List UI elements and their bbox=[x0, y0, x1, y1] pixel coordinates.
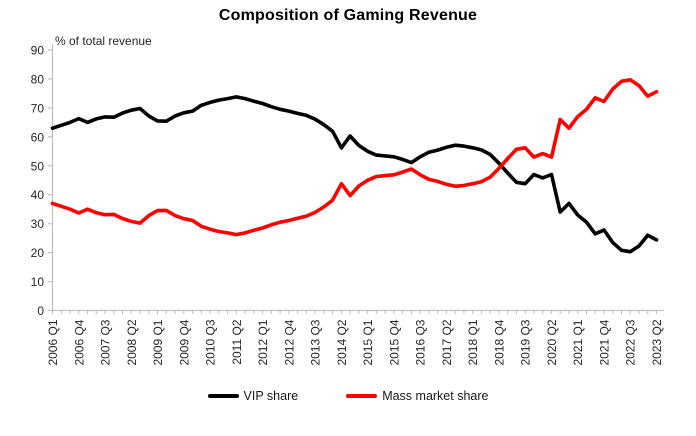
svg-text:2022 Q3: 2022 Q3 bbox=[624, 319, 638, 365]
svg-text:2021 Q4: 2021 Q4 bbox=[597, 319, 611, 365]
mass-market-share-line bbox=[50, 78, 659, 237]
svg-text:2017 Q2: 2017 Q2 bbox=[440, 319, 454, 365]
svg-text:2015 Q4: 2015 Q4 bbox=[387, 319, 401, 365]
svg-text:80: 80 bbox=[31, 72, 45, 86]
svg-text:2020 Q2: 2020 Q2 bbox=[545, 319, 559, 365]
svg-text:2018 Q1: 2018 Q1 bbox=[466, 319, 480, 365]
svg-text:2008 Q2: 2008 Q2 bbox=[125, 319, 139, 365]
svg-text:0: 0 bbox=[37, 304, 44, 318]
svg-text:2009 Q4: 2009 Q4 bbox=[177, 319, 191, 365]
svg-text:50: 50 bbox=[31, 159, 45, 173]
chart-legend: VIP share Mass market share bbox=[0, 389, 696, 403]
svg-text:2006 Q4: 2006 Q4 bbox=[72, 319, 86, 365]
svg-text:60: 60 bbox=[31, 130, 45, 144]
legend-item-vip-share: VIP share bbox=[207, 389, 299, 403]
svg-text:10: 10 bbox=[31, 275, 45, 289]
svg-text:2010 Q3: 2010 Q3 bbox=[204, 319, 218, 365]
chart-title: Composition of Gaming Revenue bbox=[218, 7, 478, 24]
svg-text:20: 20 bbox=[31, 246, 45, 260]
svg-text:2012 Q4: 2012 Q4 bbox=[282, 319, 296, 365]
y-axis-label: % of total revenue bbox=[55, 34, 152, 48]
svg-text:2023 Q2: 2023 Q2 bbox=[650, 319, 664, 365]
svg-text:70: 70 bbox=[31, 101, 45, 115]
svg-text:2012 Q1: 2012 Q1 bbox=[256, 319, 270, 365]
svg-text:2021 Q1: 2021 Q1 bbox=[571, 319, 585, 365]
vip-share-line bbox=[50, 95, 659, 254]
mass-market-line-sample bbox=[346, 394, 378, 398]
svg-text:2011 Q2: 2011 Q2 bbox=[230, 319, 244, 364]
svg-text:2007 Q3: 2007 Q3 bbox=[99, 319, 113, 365]
legend-label-vip-share: VIP share bbox=[243, 389, 299, 403]
svg-text:2015 Q1: 2015 Q1 bbox=[361, 319, 375, 365]
svg-text:40: 40 bbox=[31, 188, 45, 202]
svg-text:2016 Q3: 2016 Q3 bbox=[414, 319, 428, 365]
svg-text:2013 Q3: 2013 Q3 bbox=[309, 319, 323, 365]
legend-label-mass-market-share: Mass market share bbox=[382, 389, 489, 403]
svg-text:2018 Q4: 2018 Q4 bbox=[492, 319, 506, 365]
svg-text:2009 Q1: 2009 Q1 bbox=[151, 319, 165, 365]
legend-item-mass-market-share: Mass market share bbox=[346, 389, 488, 403]
svg-text:2019 Q3: 2019 Q3 bbox=[519, 319, 533, 365]
svg-text:90: 90 bbox=[31, 44, 45, 58]
svg-text:2014 Q2: 2014 Q2 bbox=[335, 319, 349, 365]
svg-text:2006 Q1: 2006 Q1 bbox=[46, 319, 60, 365]
svg-text:30: 30 bbox=[31, 217, 45, 231]
vip-share-line-sample bbox=[207, 394, 239, 398]
